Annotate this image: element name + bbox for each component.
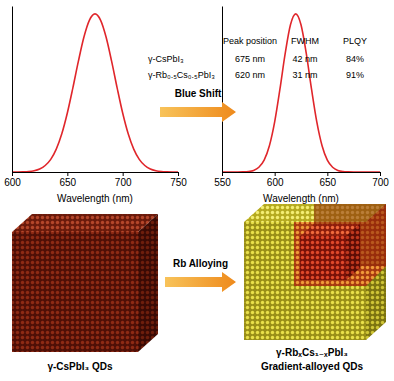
cube-alloyed: γ-RbₓCs₁₋ₓPbI₃ Gradient-alloyed QDs (244, 204, 386, 372)
arrow-shape (160, 102, 236, 122)
cube-top (12, 214, 158, 232)
table-cell: 31 nm (292, 70, 317, 80)
x-tick-mark (67, 172, 68, 176)
x-tick-mark (123, 172, 124, 176)
chart: 600 650 700 750 Wavelength (nm) (4, 7, 187, 205)
arrow-shape (165, 272, 236, 292)
x-tick-label: 700 (372, 177, 389, 188)
arrow: Blue Shift (160, 88, 236, 122)
x-tick: 600 (267, 172, 284, 188)
y-axis (12, 7, 13, 173)
y-axis (222, 7, 223, 173)
x-tick-label: 650 (319, 177, 336, 188)
x-tick-mark (380, 172, 381, 176)
y-axis-line (12, 7, 13, 173)
table-cell: 675 nm (235, 54, 265, 64)
chart: 550 600 650 700 Wavelength (nm) (214, 7, 389, 205)
cube-side (346, 224, 360, 280)
spectrum-line (12, 14, 178, 172)
x-tick-label: 750 (170, 177, 187, 188)
cube-side (138, 214, 158, 352)
plot-area (222, 14, 380, 172)
x-tick: 650 (319, 172, 336, 188)
arrow: Rb Alloying (165, 258, 236, 292)
cube-label: Gradient-alloyed QDs (261, 361, 364, 372)
x-tick-label: 550 (214, 177, 231, 188)
figure: 600 650 700 750 Wavelength (nm) 550 600 650 700 W… (0, 0, 394, 381)
table-cell: 84% (346, 54, 364, 64)
cube-label: γ-RbₓCs₁₋ₓPbI₃ (276, 347, 348, 358)
table-cell: 620 nm (235, 70, 265, 80)
cube-front (12, 232, 138, 352)
x-tick-label: 600 (4, 177, 21, 188)
x-axis-title: Wavelength (nm) (263, 193, 339, 204)
x-tick-mark (12, 172, 13, 176)
table-row-label: γ-CsPbI₃ (148, 54, 184, 64)
cube-pure: γ-CsPbI₃ QDs (12, 214, 158, 372)
x-tick: 600 (4, 172, 21, 188)
x-axis-line (223, 173, 381, 177)
table-header: Peak position (223, 36, 277, 46)
x-tick-label: 600 (267, 177, 284, 188)
plot-area (12, 14, 178, 172)
y-axis-line (222, 7, 223, 173)
arrow-label: Blue Shift (175, 88, 222, 99)
x-tick: 750 (170, 172, 187, 188)
table-row-label: γ-Rb₀.₅Cs₀.₅PbI₃ (148, 70, 215, 80)
x-tick-label: 700 (115, 177, 132, 188)
x-tick: 700 (372, 172, 389, 188)
cube-front (300, 236, 346, 280)
cavity-wall (294, 204, 386, 286)
table: Peak position FWHM PLQY γ-CsPbI₃ 675 nm 42 nm… (148, 36, 367, 80)
x-tick-mark (327, 172, 328, 176)
x-axis-line (13, 173, 179, 177)
x-tick: 700 (115, 172, 132, 188)
spectrum-line (222, 14, 380, 172)
table-header: PLQY (343, 36, 367, 46)
x-axis-title: Wavelength (nm) (57, 193, 133, 204)
x-tick: 550 (214, 172, 231, 188)
cube-label: γ-CsPbI₃ QDs (47, 361, 113, 372)
x-axis: 600 650 700 750 (4, 172, 187, 188)
x-tick-mark (178, 172, 179, 176)
table-cell: 91% (346, 70, 364, 80)
x-axis: 550 600 650 700 (214, 172, 389, 188)
x-tick-label: 650 (59, 177, 76, 188)
table-cell: 42 nm (292, 54, 317, 64)
x-tick-mark (275, 172, 276, 176)
x-tick-mark (222, 172, 223, 176)
x-tick: 650 (59, 172, 76, 188)
table-header: FWHM (291, 36, 319, 46)
arrow-label: Rb Alloying (173, 258, 228, 269)
